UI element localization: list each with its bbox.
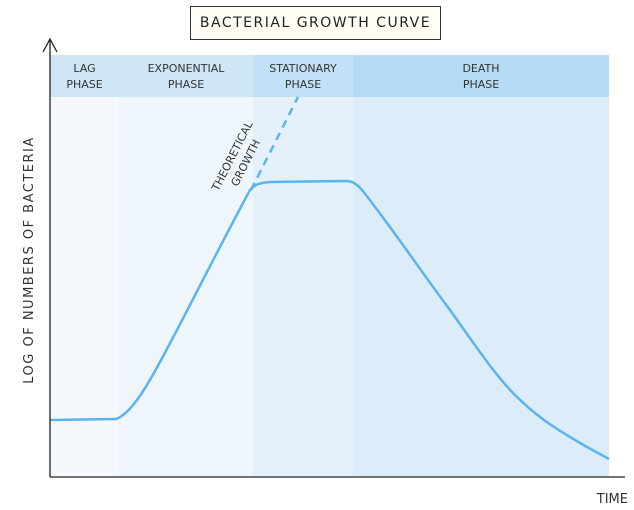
- lag-phase-region: [50, 97, 119, 477]
- lag-phase-header: [50, 55, 119, 97]
- stationary-phase-region: [253, 97, 353, 477]
- exponential-phase-label: EXPONENTIAL: [148, 62, 226, 75]
- theoretical-growth-line: [249, 96, 300, 191]
- lag-phase-label: LAG: [73, 62, 95, 75]
- diagram-title: BACTERIAL GROWTH CURVE: [190, 6, 441, 40]
- lag-phase-label: PHASE: [66, 78, 102, 91]
- growth-curve: [49, 179, 610, 461]
- y-axis-arrow-icon: [42, 37, 58, 53]
- stationary-phase-label: STATIONARY: [269, 62, 337, 75]
- death-phase-label: DEATH: [462, 62, 499, 75]
- death-phase-header: [353, 55, 609, 97]
- death-phase-region: [353, 97, 609, 477]
- stationary-phase-label: PHASE: [285, 78, 321, 91]
- stationary-phase-header: [253, 55, 353, 97]
- y-axis-label: LOG OF NUMBERS OF BACTERIA: [22, 136, 37, 383]
- exponential-phase-region: [119, 97, 253, 477]
- death-phase-label: PHASE: [463, 78, 499, 91]
- x-axis-label: TIME: [596, 492, 628, 507]
- exponential-phase-label: PHASE: [168, 78, 204, 91]
- exponential-phase-header: [119, 55, 253, 97]
